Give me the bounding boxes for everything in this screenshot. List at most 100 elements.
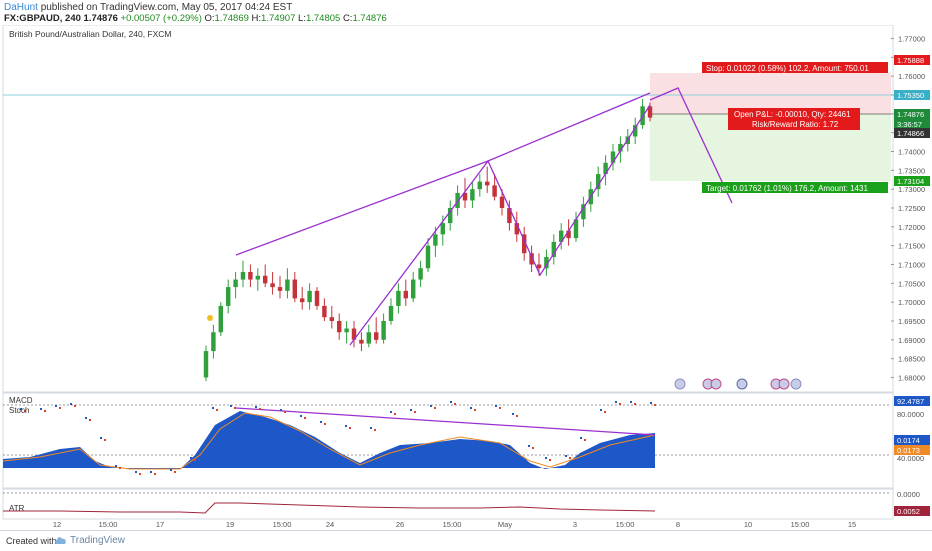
candle-body[interactable]	[425, 245, 431, 269]
candle-body[interactable]	[344, 328, 349, 333]
candle-body[interactable]	[307, 290, 312, 303]
stoch-d-dot	[434, 407, 436, 409]
candle-body[interactable]	[566, 230, 571, 239]
candle-body[interactable]	[218, 305, 224, 333]
candle-body[interactable]	[270, 283, 275, 288]
stop-zone[interactable]	[650, 73, 891, 114]
candle-body[interactable]	[403, 290, 409, 299]
event-flag-icon[interactable]	[674, 378, 686, 390]
footer: Created with TradingView	[0, 530, 932, 551]
candle-body[interactable]	[233, 279, 238, 288]
event-flag-icon[interactable]	[790, 378, 802, 390]
stoch-k-dot	[370, 427, 372, 429]
candle-body[interactable]	[211, 332, 216, 352]
stoch-d-dot	[119, 467, 121, 469]
candle-body[interactable]	[285, 279, 290, 291]
candle-body[interactable]	[240, 272, 246, 280]
candle-body[interactable]	[336, 320, 342, 333]
candle-body[interactable]	[388, 305, 394, 321]
candle-body[interactable]	[418, 268, 423, 280]
atr-pane[interactable]	[2, 488, 894, 520]
stoch-d-dot	[619, 403, 621, 405]
candle-body[interactable]	[521, 234, 527, 254]
time-tick-label: 26	[396, 520, 404, 529]
candle-body[interactable]	[484, 181, 490, 186]
divergence-trendline[interactable]	[235, 407, 656, 436]
candle-body[interactable]	[277, 287, 283, 291]
stoch-k-dot	[230, 405, 232, 407]
dividend-marker-icon[interactable]	[207, 315, 213, 321]
time-tick-label: 3	[573, 520, 577, 529]
author-name[interactable]: DaHunt	[4, 2, 38, 13]
candle-body[interactable]	[373, 332, 379, 340]
candle-body[interactable]	[618, 143, 623, 152]
stoch-d-dot	[59, 407, 61, 409]
candle-body[interactable]	[262, 275, 268, 284]
candle-body[interactable]	[299, 298, 305, 303]
candle-body[interactable]	[470, 189, 475, 201]
candle-body[interactable]	[433, 234, 438, 246]
tradingview-logo[interactable]: TradingView	[70, 535, 126, 546]
candle-body[interactable]	[314, 290, 320, 306]
stoch-d-dot	[414, 411, 416, 413]
low-price-badge	[894, 128, 930, 138]
candle-body[interactable]	[462, 192, 468, 201]
candle-body[interactable]	[203, 351, 209, 378]
open-value: 1.74869	[214, 13, 249, 24]
candle-body[interactable]	[573, 219, 579, 239]
candle-body[interactable]	[440, 223, 446, 235]
candle-body[interactable]	[255, 275, 261, 280]
candle-body[interactable]	[536, 264, 542, 269]
candle-body[interactable]	[381, 320, 386, 340]
candle-body[interactable]	[292, 279, 298, 299]
candle-body[interactable]	[477, 181, 483, 190]
candle-body[interactable]	[248, 272, 253, 280]
candle-body[interactable]	[329, 317, 335, 321]
publish-text: published on TradingView.com, May 05, 20…	[40, 2, 293, 13]
close-value: 1.74876	[352, 13, 387, 24]
candle-body[interactable]	[647, 106, 653, 118]
macd-axis-40: 40.0000	[897, 454, 924, 463]
pattern-lines[interactable]	[235, 87, 733, 346]
candle-body[interactable]	[507, 208, 512, 224]
macd-pane[interactable]	[2, 392, 894, 489]
chart-canvas[interactable]: British Pound/Australian Dollar, 240, FX…	[0, 25, 932, 530]
candle-body[interactable]	[225, 287, 231, 306]
event-flag-icon[interactable]	[710, 378, 722, 390]
stoch-d-dot	[499, 407, 501, 409]
candle-body[interactable]	[499, 196, 505, 208]
ohlc-line: FX:GBPAUD, 240 1.74876 +0.00507 (+0.29%)…	[4, 13, 387, 24]
time-tick-label: 15:00	[791, 520, 810, 529]
candle-body[interactable]	[359, 339, 364, 344]
candle-body[interactable]	[558, 230, 564, 242]
candle-body[interactable]	[529, 253, 534, 265]
candle-body[interactable]	[396, 290, 401, 306]
candle-body[interactable]	[610, 151, 616, 163]
stoch-k-dot	[190, 457, 192, 459]
candle-body[interactable]	[447, 208, 453, 224]
zigzag-pattern[interactable]	[349, 104, 651, 346]
candle-body[interactable]	[366, 332, 372, 344]
price-tick-label: 1.74000	[898, 148, 925, 157]
candle-body[interactable]	[351, 328, 357, 340]
projection-line[interactable]	[649, 87, 733, 204]
candle-body[interactable]	[514, 223, 520, 235]
time-tick-label: 12	[53, 520, 61, 529]
candle-body[interactable]	[551, 241, 557, 257]
target-label-box	[702, 182, 888, 193]
stoch-k-dot	[545, 457, 547, 459]
candle-body[interactable]	[544, 256, 549, 269]
candle-body[interactable]	[492, 185, 497, 197]
candle-body[interactable]	[595, 174, 601, 190]
event-flag-icon[interactable]	[736, 378, 748, 390]
current-price: 1.74876	[897, 110, 924, 119]
stoch-k-dot	[70, 403, 72, 405]
candle-body[interactable]	[581, 204, 586, 220]
candle-body[interactable]	[632, 125, 638, 137]
high-label: H:	[251, 13, 262, 24]
candle-body[interactable]	[603, 162, 608, 175]
event-flag-icon[interactable]	[778, 378, 790, 390]
event-markers[interactable]	[207, 315, 802, 390]
candle-body[interactable]	[322, 305, 327, 318]
candle-body[interactable]	[410, 279, 416, 299]
